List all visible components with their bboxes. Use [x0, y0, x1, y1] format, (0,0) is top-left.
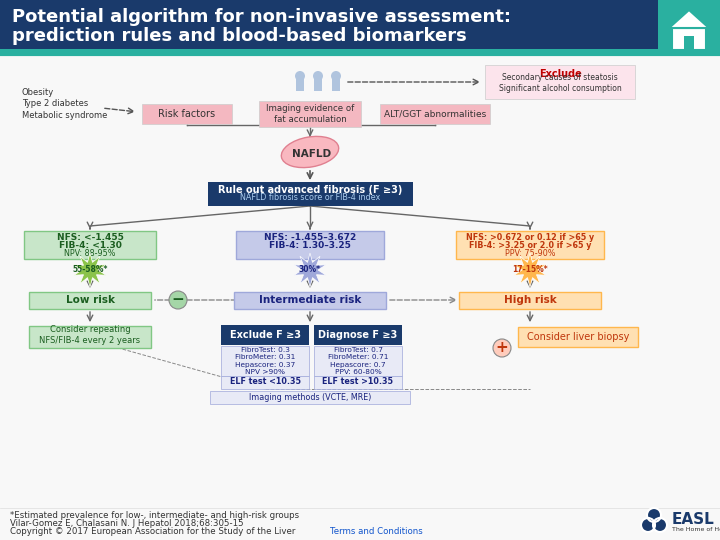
Text: EASL: EASL: [672, 512, 715, 528]
Text: Vilar-Gomez E, Chalasani N. J Hepatol 2018;68:305-15: Vilar-Gomez E, Chalasani N. J Hepatol 20…: [10, 519, 243, 529]
Bar: [658, 0, 720, 50]
Text: Risk factors: Risk factors: [158, 109, 215, 119]
Text: ALT/GGT abnormalities: ALT/GGT abnormalities: [384, 110, 486, 118]
Text: FIB-4: <1.30: FIB-4: <1.30: [58, 240, 122, 249]
Bar: [456, 231, 604, 259]
Bar: [314, 375, 402, 388]
Text: NFS: <-1.455: NFS: <-1.455: [57, 233, 123, 241]
Text: *Estimated prevalence for low-, intermediate- and high-risk groups: *Estimated prevalence for low-, intermed…: [10, 511, 299, 521]
Text: Low risk: Low risk: [66, 295, 114, 305]
Polygon shape: [672, 28, 706, 50]
Circle shape: [653, 518, 667, 532]
Text: Consider liver biopsy: Consider liver biopsy: [527, 332, 629, 342]
Text: The Home of Hepatology: The Home of Hepatology: [672, 526, 720, 531]
Bar: [485, 65, 635, 99]
Text: Imaging methods (VCTE, MRE): Imaging methods (VCTE, MRE): [249, 393, 372, 402]
Bar: [684, 36, 694, 50]
Text: Consider repeating
NFS/FIB-4 every 2 years: Consider repeating NFS/FIB-4 every 2 yea…: [40, 325, 140, 345]
Bar: [236, 231, 384, 259]
Polygon shape: [74, 253, 106, 287]
Circle shape: [295, 71, 305, 81]
Text: NAFLD: NAFLD: [292, 149, 332, 159]
Text: FibroTest: 0.3
FibroMeter: 0.31
Hepascore: 0.37
NPV >90%: FibroTest: 0.3 FibroMeter: 0.31 Hepascor…: [235, 347, 295, 375]
Bar: [518, 327, 638, 347]
Text: Secondary causes of steatosis
Significant alcohol consumption: Secondary causes of steatosis Significan…: [499, 72, 621, 93]
Bar: [24, 231, 156, 259]
Bar: [314, 325, 402, 345]
Bar: [296, 78, 304, 91]
Text: PPV: 75-90%: PPV: 75-90%: [505, 248, 555, 258]
Text: Exclude: Exclude: [539, 69, 581, 79]
Bar: [380, 104, 490, 124]
Bar: [314, 346, 402, 376]
Bar: [221, 346, 309, 376]
Polygon shape: [514, 253, 546, 287]
Bar: [459, 292, 601, 308]
Bar: [259, 101, 361, 127]
Bar: [314, 78, 322, 91]
Bar: [29, 326, 151, 348]
Text: 55-58%*: 55-58%*: [72, 266, 108, 274]
Text: NPV: 88-95%: NPV: 88-95%: [64, 248, 116, 258]
Text: +: +: [495, 341, 508, 355]
Text: prediction rules and blood-based biomarkers: prediction rules and blood-based biomark…: [12, 27, 467, 45]
Text: Diagnose F ≥3: Diagnose F ≥3: [318, 330, 397, 340]
Circle shape: [331, 71, 341, 81]
Polygon shape: [294, 253, 326, 287]
Bar: [234, 292, 386, 308]
Text: 30%*: 30%*: [299, 266, 321, 274]
Text: 17-15%*: 17-15%*: [512, 266, 548, 274]
Polygon shape: [669, 10, 709, 28]
Text: Terms and Conditions: Terms and Conditions: [330, 528, 423, 537]
Text: NFS: >0.672 or 0.12 if >65 y: NFS: >0.672 or 0.12 if >65 y: [466, 233, 594, 241]
Bar: [29, 292, 151, 308]
Bar: [0, 49, 720, 54]
Text: Intermediate risk: Intermediate risk: [258, 295, 361, 305]
Bar: [0, 0, 720, 50]
Text: FibroTest: 0.7
FibroMeter: 0.71
Hepascore: 0.7
PPV: 60-80%: FibroTest: 0.7 FibroMeter: 0.71 Hepascor…: [328, 347, 388, 375]
Circle shape: [313, 71, 323, 81]
Bar: [207, 182, 413, 206]
Text: Copyright © 2017 European Association for the Study of the Liver: Copyright © 2017 European Association fo…: [10, 528, 295, 537]
Ellipse shape: [282, 137, 338, 167]
Text: FIB-4: 1.30–3.25: FIB-4: 1.30–3.25: [269, 241, 351, 251]
Text: Rule out advanced fibrosis (F ≥3): Rule out advanced fibrosis (F ≥3): [218, 185, 402, 195]
Text: NAFLD fibrosis score or FIB-4 index: NAFLD fibrosis score or FIB-4 index: [240, 193, 380, 202]
Bar: [221, 325, 309, 345]
Text: ELF test >10.35: ELF test >10.35: [323, 377, 394, 387]
Text: −: −: [171, 293, 184, 307]
Text: ELF test <10.35: ELF test <10.35: [230, 377, 300, 387]
Circle shape: [641, 518, 655, 532]
Circle shape: [647, 508, 661, 522]
Text: Potential algorithm for non-invasive assessment:: Potential algorithm for non-invasive ass…: [12, 8, 511, 26]
Bar: [142, 104, 232, 124]
Text: High risk: High risk: [503, 295, 557, 305]
Text: Obesity
Type 2 diabetes
Metabolic syndrome: Obesity Type 2 diabetes Metabolic syndro…: [22, 87, 107, 120]
Text: NFS: -1.455–3.672: NFS: -1.455–3.672: [264, 233, 356, 241]
Text: Exclude F ≥3: Exclude F ≥3: [230, 330, 300, 340]
Bar: [221, 375, 309, 388]
Bar: [332, 78, 340, 91]
Bar: [210, 390, 410, 403]
Circle shape: [169, 291, 187, 309]
Circle shape: [493, 339, 511, 357]
Text: Imaging evidence of
fat accumulation: Imaging evidence of fat accumulation: [266, 104, 354, 124]
Text: FIB-4: >3.25 or 2.0 if >65 y: FIB-4: >3.25 or 2.0 if >65 y: [469, 240, 591, 249]
